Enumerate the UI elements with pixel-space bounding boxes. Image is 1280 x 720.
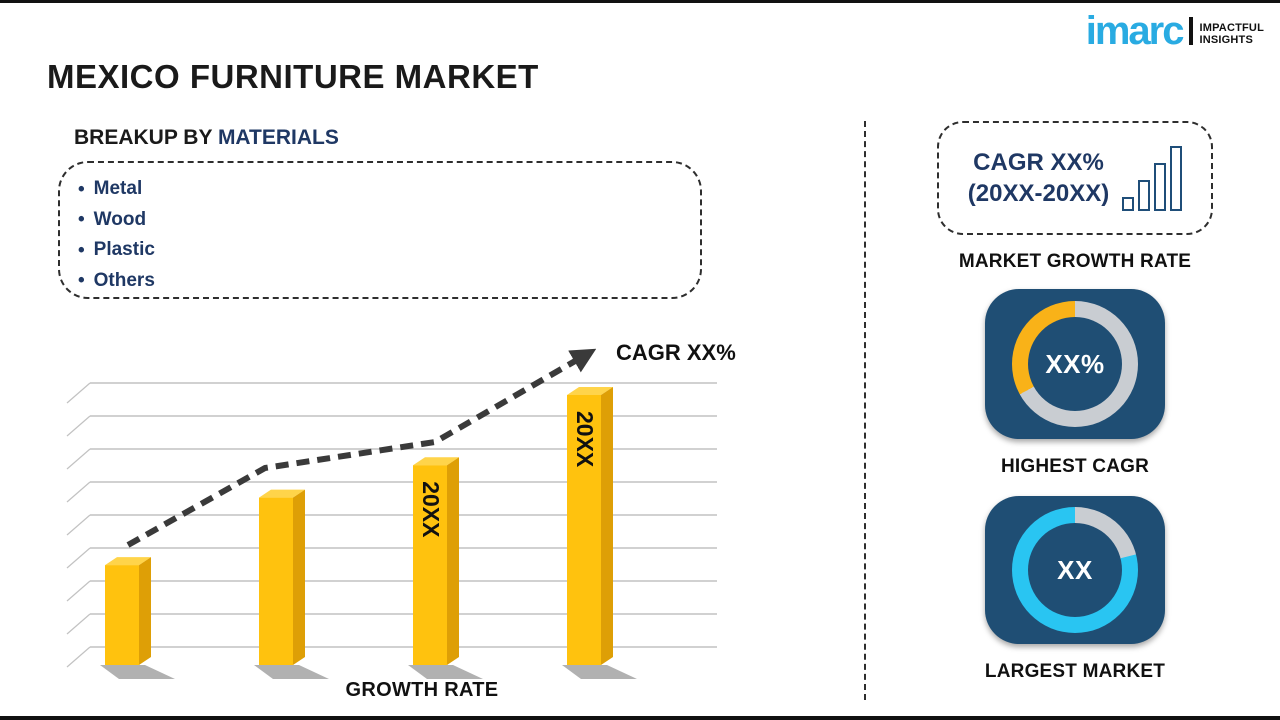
bullet-icon: • bbox=[78, 270, 85, 292]
bullet-icon: • bbox=[78, 209, 85, 231]
logo-tagline: IMPACTFUL INSIGHTS bbox=[1199, 22, 1264, 48]
market-growth-rate-box: CAGR XX% (20XX-20XX) bbox=[937, 121, 1213, 235]
bottom-border bbox=[0, 716, 1280, 720]
breakup-heading: BREAKUP BY MATERIALS bbox=[74, 126, 339, 150]
cagr-value-line: CAGR XX% bbox=[973, 148, 1104, 176]
largest-market-label: LARGEST MARKET bbox=[984, 661, 1166, 682]
cagr-range-text: CAGR XX% (20XX-20XX) bbox=[968, 147, 1109, 209]
bullet-icon: • bbox=[78, 239, 85, 261]
highest-cagr-label: HIGHEST CAGR bbox=[1000, 456, 1150, 477]
logo-separator bbox=[1189, 16, 1194, 45]
logo-tagline-line1: IMPACTFUL bbox=[1199, 21, 1264, 34]
imarc-logo-wordmark: imarc bbox=[1085, 9, 1185, 53]
top-border bbox=[0, 0, 1280, 3]
growth-rate-bar-chart: 20XX 20XX bbox=[66, 348, 717, 679]
imarc-logo: imarc IMPACTFUL INSIGHTS bbox=[1085, 9, 1264, 53]
list-item-label: Metal bbox=[93, 178, 143, 200]
right-panel: CAGR XX% (20XX-20XX) MARKET GROWTH RATE … bbox=[935, 121, 1215, 683]
bar-chart-icon-bar bbox=[1170, 145, 1183, 211]
x-axis-label: GROWTH RATE bbox=[345, 679, 499, 701]
bar-chart-icon-bar bbox=[1138, 179, 1151, 211]
logo-tagline-line2: INSIGHTS bbox=[1199, 33, 1254, 46]
cagr-period-line: (20XX-20XX) bbox=[967, 180, 1110, 207]
list-item-label: Wood bbox=[93, 208, 147, 230]
bullet-icon: • bbox=[78, 178, 85, 200]
market-growth-rate-label: MARKET GROWTH RATE bbox=[958, 251, 1192, 272]
list-item-plastic: • Plastic bbox=[78, 235, 700, 266]
highest-cagr-value: XX% bbox=[1045, 348, 1105, 379]
largest-market-value: XX bbox=[1057, 554, 1093, 585]
svg-text:20XX: 20XX bbox=[418, 481, 444, 538]
highest-cagr-donut: XX% bbox=[1012, 301, 1138, 427]
trend-cagr-label: CAGR XX% bbox=[616, 340, 736, 365]
breakup-heading-highlight: MATERIALS bbox=[217, 126, 339, 149]
list-item-others: • Others bbox=[78, 266, 700, 297]
bar-chart-icon bbox=[1122, 145, 1183, 211]
page-title: MEXICO FURNITURE MARKET bbox=[47, 58, 539, 95]
highest-cagr-card: XX% bbox=[985, 289, 1165, 439]
list-item-wood: • Wood bbox=[78, 205, 700, 236]
largest-market-donut: XX bbox=[1012, 507, 1138, 633]
list-item-label: Others bbox=[93, 269, 155, 291]
bar-chart-icon-bar bbox=[1122, 196, 1135, 211]
breakup-heading-prefix: BREAKUP BY bbox=[74, 126, 218, 149]
list-item-metal: • Metal bbox=[78, 174, 700, 205]
vertical-divider bbox=[864, 121, 866, 700]
svg-text:20XX: 20XX bbox=[572, 411, 598, 468]
breakup-materials-box: • Metal • Wood • Plastic • Others bbox=[58, 161, 702, 299]
bar-chart-icon-bar bbox=[1154, 162, 1167, 211]
list-item-label: Plastic bbox=[93, 239, 155, 261]
largest-market-card: XX bbox=[985, 496, 1165, 644]
